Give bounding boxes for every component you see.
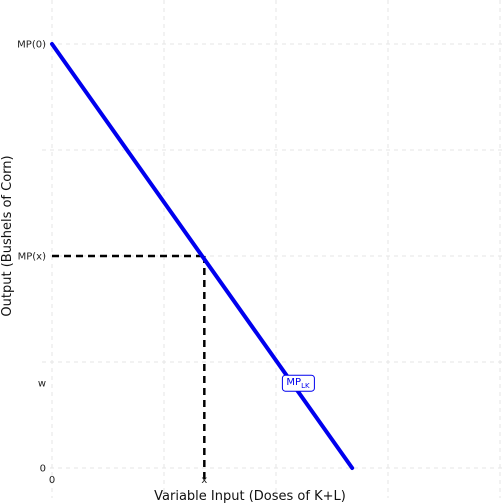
- y-tick-label: w: [38, 379, 46, 390]
- y-tick-label: MP(x): [18, 252, 46, 263]
- x-tick-label: 0: [49, 475, 55, 486]
- series-line-mp-lk: [50, 42, 355, 470]
- x-axis-title: Variable Input (Doses of K+L): [154, 489, 346, 504]
- series-layer: [50, 42, 355, 470]
- gridlines: [42, 0, 504, 498]
- curve-label-group: MPLK: [281, 374, 315, 392]
- tick-labels: 0 w MP(x) MP(0) 0 x: [17, 40, 207, 487]
- x-tick-label: x: [201, 475, 207, 486]
- guide-lines: [52, 254, 206, 484]
- y-tick-label: MP(0): [17, 40, 46, 51]
- y-tick-label: 0: [40, 464, 46, 475]
- curve-label: MPLK: [286, 377, 310, 390]
- curve-label-box: [281, 374, 315, 392]
- curve-label-main: MP: [286, 377, 301, 388]
- y-axis-title: Output (Bushels of Corn): [0, 155, 15, 316]
- curve-label-subscript: LK: [301, 382, 310, 390]
